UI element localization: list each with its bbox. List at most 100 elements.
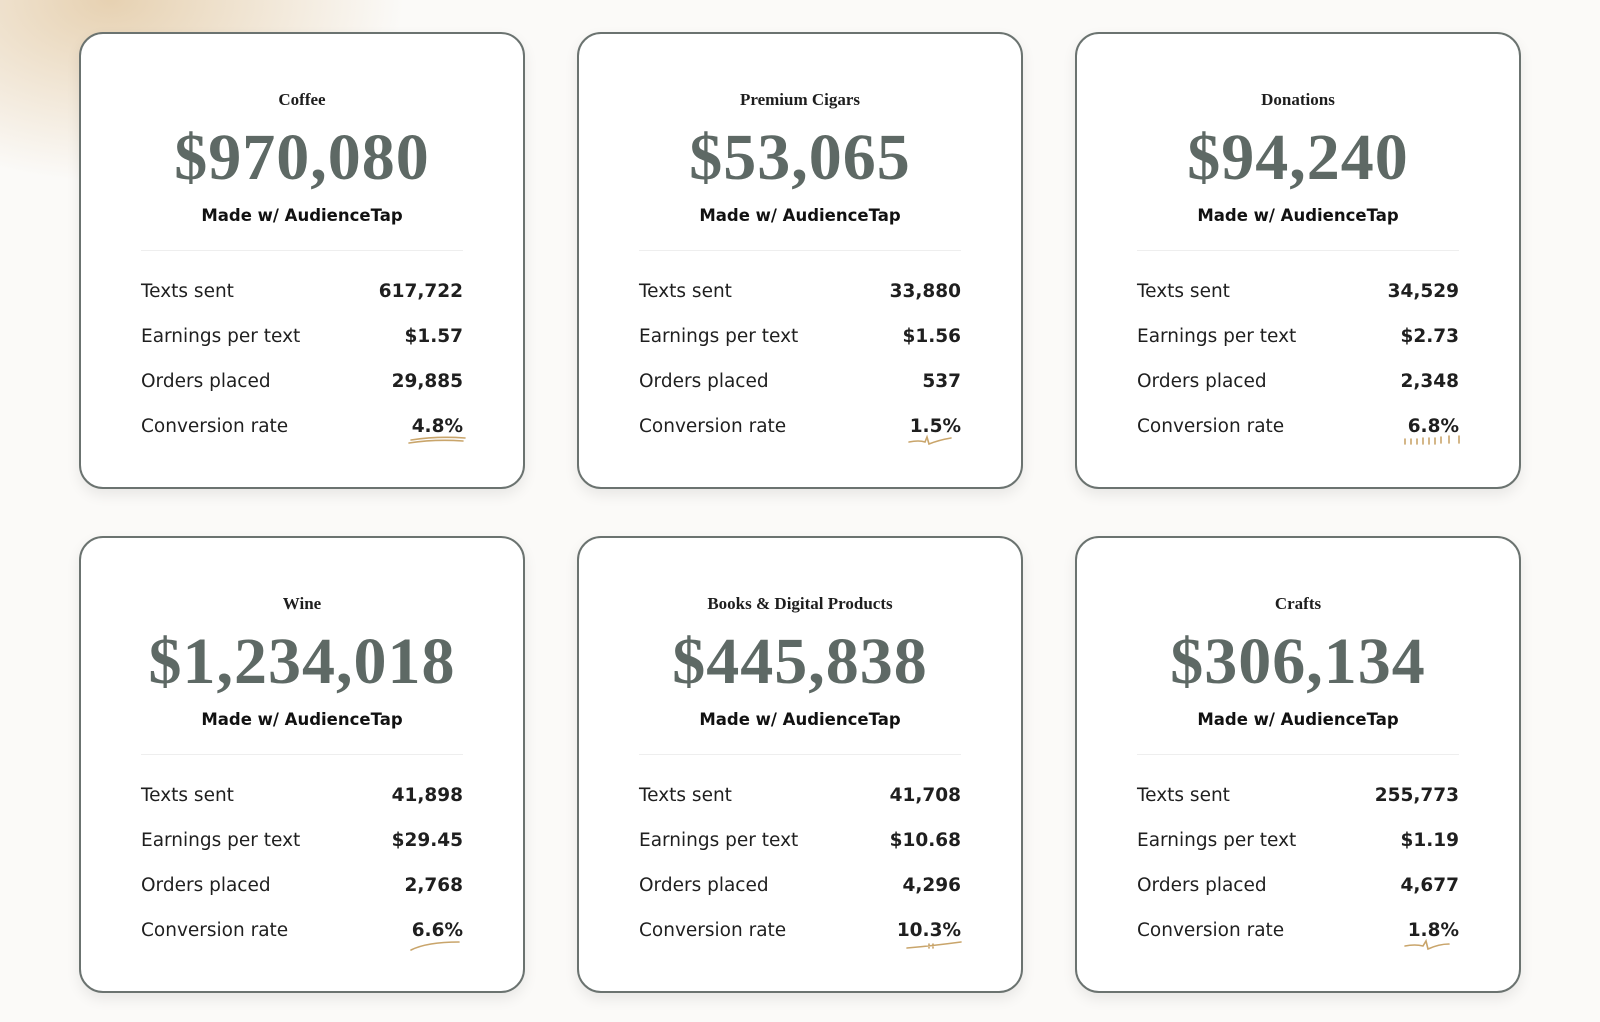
stat-row: Texts sent 255,773 <box>1137 785 1459 811</box>
divider <box>639 250 961 251</box>
card-amount: $445,838 <box>672 625 928 698</box>
stat-card: Donations $94,240 Made w/ AudienceTap Texts… <box>1075 32 1521 489</box>
stat-row: Conversion rate 4.8% <box>141 416 463 442</box>
stat-label: Texts sent <box>1137 281 1230 302</box>
stat-card: Coffee $970,080 Made w/ AudienceTap Texts s… <box>79 32 525 489</box>
stat-label: Orders placed <box>1137 371 1267 392</box>
stat-value: $1.19 <box>1400 830 1459 851</box>
stat-value: 1.8% <box>1407 920 1459 941</box>
stat-row: Orders placed 2,768 <box>141 875 463 901</box>
underline-squiggle <box>906 941 962 949</box>
stat-value: 4,296 <box>902 875 961 896</box>
stat-label: Texts sent <box>1137 785 1230 806</box>
card-title: Premium Cigars <box>739 90 861 109</box>
card-title: Crafts <box>1274 594 1322 613</box>
stat-label: Orders placed <box>141 371 271 392</box>
stat-row: Orders placed 4,296 <box>639 875 961 901</box>
stat-value: 617,722 <box>378 281 463 302</box>
stat-label: Texts sent <box>141 785 234 806</box>
stat-row: Texts sent 617,722 <box>141 281 463 307</box>
stat-value: 41,898 <box>391 785 463 806</box>
stat-card: Books & Digital Products $445,838 Made w/ … <box>577 536 1023 993</box>
underline-squiggle <box>410 941 460 951</box>
stat-value: 10.3% <box>896 920 961 941</box>
stat-row: Earnings per text $2.73 <box>1137 326 1459 352</box>
stat-label: Conversion rate <box>141 920 289 941</box>
squiggle-path <box>410 941 460 951</box>
card-title: Donations <box>1261 90 1335 109</box>
stat-row: Earnings per text $1.56 <box>639 326 961 352</box>
stat-row: Orders placed 29,885 <box>141 371 463 397</box>
stat-row: Texts sent 34,529 <box>1137 281 1459 307</box>
card-tagline: Made w/ AudienceTap <box>699 206 901 225</box>
stat-card: Premium Cigars $53,065 Made w/ AudienceTap… <box>577 32 1023 489</box>
stat-label: Earnings per text <box>1137 830 1297 851</box>
stat-value: 4.8% <box>411 416 463 437</box>
stat-card: Wine $1,234,018 Made w/ AudienceTap Texts s… <box>79 536 525 993</box>
stat-value: $2.73 <box>1400 326 1459 347</box>
stat-label: Earnings per text <box>141 830 301 851</box>
stat-label: Conversion rate <box>1137 920 1285 941</box>
stat-label: Earnings per text <box>1137 326 1297 347</box>
stat-row: Texts sent 41,708 <box>639 785 961 811</box>
stat-label: Conversion rate <box>141 416 289 437</box>
stat-label: Orders placed <box>639 371 769 392</box>
stat-row: Conversion rate 1.5% <box>639 416 961 442</box>
squiggle-path <box>908 434 952 446</box>
divider <box>141 754 463 755</box>
card-tagline: Made w/ AudienceTap <box>201 710 403 729</box>
card-tagline: Made w/ AudienceTap <box>1197 710 1399 729</box>
stat-label: Earnings per text <box>141 326 301 347</box>
stat-value: $29.45 <box>391 830 463 851</box>
squiggle-path <box>906 941 962 949</box>
stat-label: Conversion rate <box>1137 416 1285 437</box>
stat-label: Earnings per text <box>639 326 799 347</box>
card-amount: $1,234,018 <box>148 625 456 698</box>
stat-value: 6.6% <box>411 920 463 941</box>
stat-value: 34,529 <box>1387 281 1459 302</box>
stat-label: Conversion rate <box>639 920 787 941</box>
card-amount: $53,065 <box>689 121 911 194</box>
divider <box>1137 250 1459 251</box>
stat-label: Orders placed <box>141 875 271 896</box>
stat-label: Conversion rate <box>639 416 787 437</box>
stat-value: 1.5% <box>909 416 961 437</box>
underline-squiggle <box>908 434 952 446</box>
stat-label: Texts sent <box>141 281 234 302</box>
stat-row: Texts sent 33,880 <box>639 281 961 307</box>
stat-label: Orders placed <box>639 875 769 896</box>
card-amount: $306,134 <box>1170 625 1426 698</box>
stat-value: 29,885 <box>391 371 463 392</box>
card-amount: $970,080 <box>174 121 430 194</box>
stat-row: Earnings per text $10.68 <box>639 830 961 856</box>
squiggle-path <box>1404 435 1460 445</box>
divider <box>141 250 463 251</box>
card-title: Books & Digital Products <box>707 594 893 613</box>
stat-value: 6.8% <box>1407 416 1459 437</box>
stat-value: $1.57 <box>404 326 463 347</box>
stat-value: 2,768 <box>404 875 463 896</box>
stat-label: Texts sent <box>639 785 732 806</box>
squiggle-path <box>408 436 466 444</box>
card-tagline: Made w/ AudienceTap <box>699 710 901 729</box>
stat-card: Crafts $306,134 Made w/ AudienceTap Texts s… <box>1075 536 1521 993</box>
stat-value: 2,348 <box>1400 371 1459 392</box>
squiggle-path <box>1404 938 1450 951</box>
stat-value: 537 <box>922 371 961 392</box>
card-tagline: Made w/ AudienceTap <box>1197 206 1399 225</box>
stat-row: Conversion rate 6.6% <box>141 920 463 946</box>
underline-squiggle <box>1404 938 1450 951</box>
stat-value: 41,708 <box>889 785 961 806</box>
stat-row: Conversion rate 10.3% <box>639 920 961 946</box>
card-amount: $94,240 <box>1187 121 1409 194</box>
stat-label: Orders placed <box>1137 875 1267 896</box>
stat-value: $1.56 <box>902 326 961 347</box>
stat-label: Earnings per text <box>639 830 799 851</box>
card-tagline: Made w/ AudienceTap <box>201 206 403 225</box>
stat-row: Earnings per text $29.45 <box>141 830 463 856</box>
stat-label: Texts sent <box>639 281 732 302</box>
stat-value: 33,880 <box>889 281 961 302</box>
stat-row: Earnings per text $1.57 <box>141 326 463 352</box>
stat-row: Orders placed 2,348 <box>1137 371 1459 397</box>
divider <box>1137 754 1459 755</box>
